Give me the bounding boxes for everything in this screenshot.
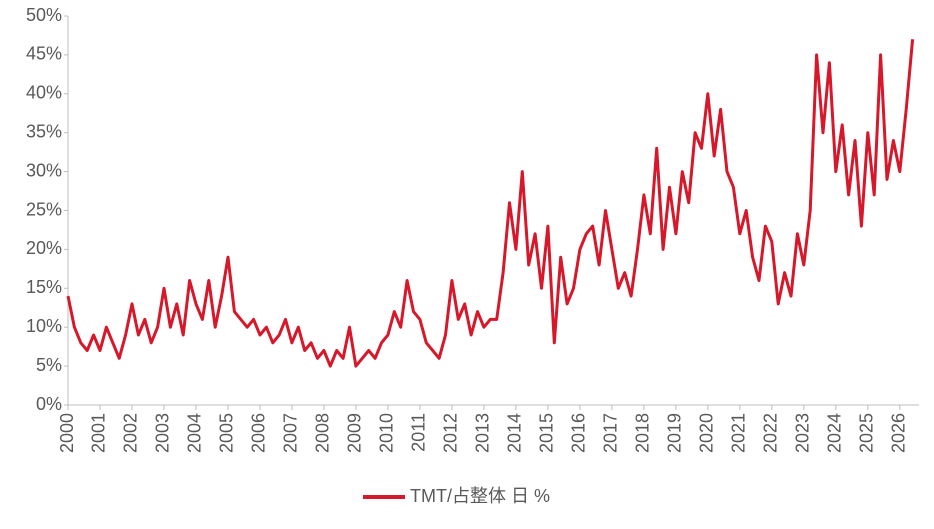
y-tick-label: 50%: [26, 5, 62, 25]
x-tick-label: 2021: [729, 413, 749, 453]
x-tick-label: 2007: [281, 413, 301, 453]
x-tick-label: 2018: [633, 413, 653, 453]
x-tick-label: 2004: [185, 413, 205, 453]
x-tick-label: 2013: [473, 413, 493, 453]
x-tick-label: 2010: [377, 413, 397, 453]
x-tick-label: 2019: [665, 413, 685, 453]
x-tick-label: 2000: [57, 413, 77, 453]
x-tick-label: 2022: [761, 413, 781, 453]
y-tick-label: 20%: [26, 238, 62, 258]
legend-label: TMT/占整体 日 %: [410, 486, 550, 506]
x-tick-label: 2020: [697, 413, 717, 453]
x-tick-label: 2026: [889, 413, 909, 453]
x-tick-label: 2023: [793, 413, 813, 453]
x-tick-label: 2017: [601, 413, 621, 453]
x-tick-label: 2009: [345, 413, 365, 453]
x-tick-label: 2008: [313, 413, 333, 453]
y-tick-label: 5%: [36, 355, 62, 375]
x-tick-label: 2012: [441, 413, 461, 453]
y-tick-label: 30%: [26, 160, 62, 180]
x-tick-label: 2003: [153, 413, 173, 453]
x-tick-label: 2015: [537, 413, 557, 453]
y-tick-label: 35%: [26, 121, 62, 141]
x-tick-label: 2014: [505, 413, 525, 453]
x-tick-label: 2024: [825, 413, 845, 453]
x-tick-label: 2025: [857, 413, 877, 453]
x-tick-label: 2006: [249, 413, 269, 453]
y-tick-label: 25%: [26, 199, 62, 219]
x-tick-label: 2016: [569, 413, 589, 453]
x-tick-label: 2005: [217, 413, 237, 453]
x-tick-label: 2011: [409, 413, 429, 452]
y-tick-label: 15%: [26, 277, 62, 297]
y-tick-label: 0%: [36, 394, 62, 414]
data-line: [66, 39, 915, 368]
x-tick-label: 2001: [89, 413, 109, 453]
y-tick-label: 40%: [26, 83, 62, 103]
y-tick-label: 10%: [26, 316, 62, 336]
y-tick-label: 45%: [26, 44, 62, 64]
x-tick-label: 2002: [121, 413, 141, 453]
